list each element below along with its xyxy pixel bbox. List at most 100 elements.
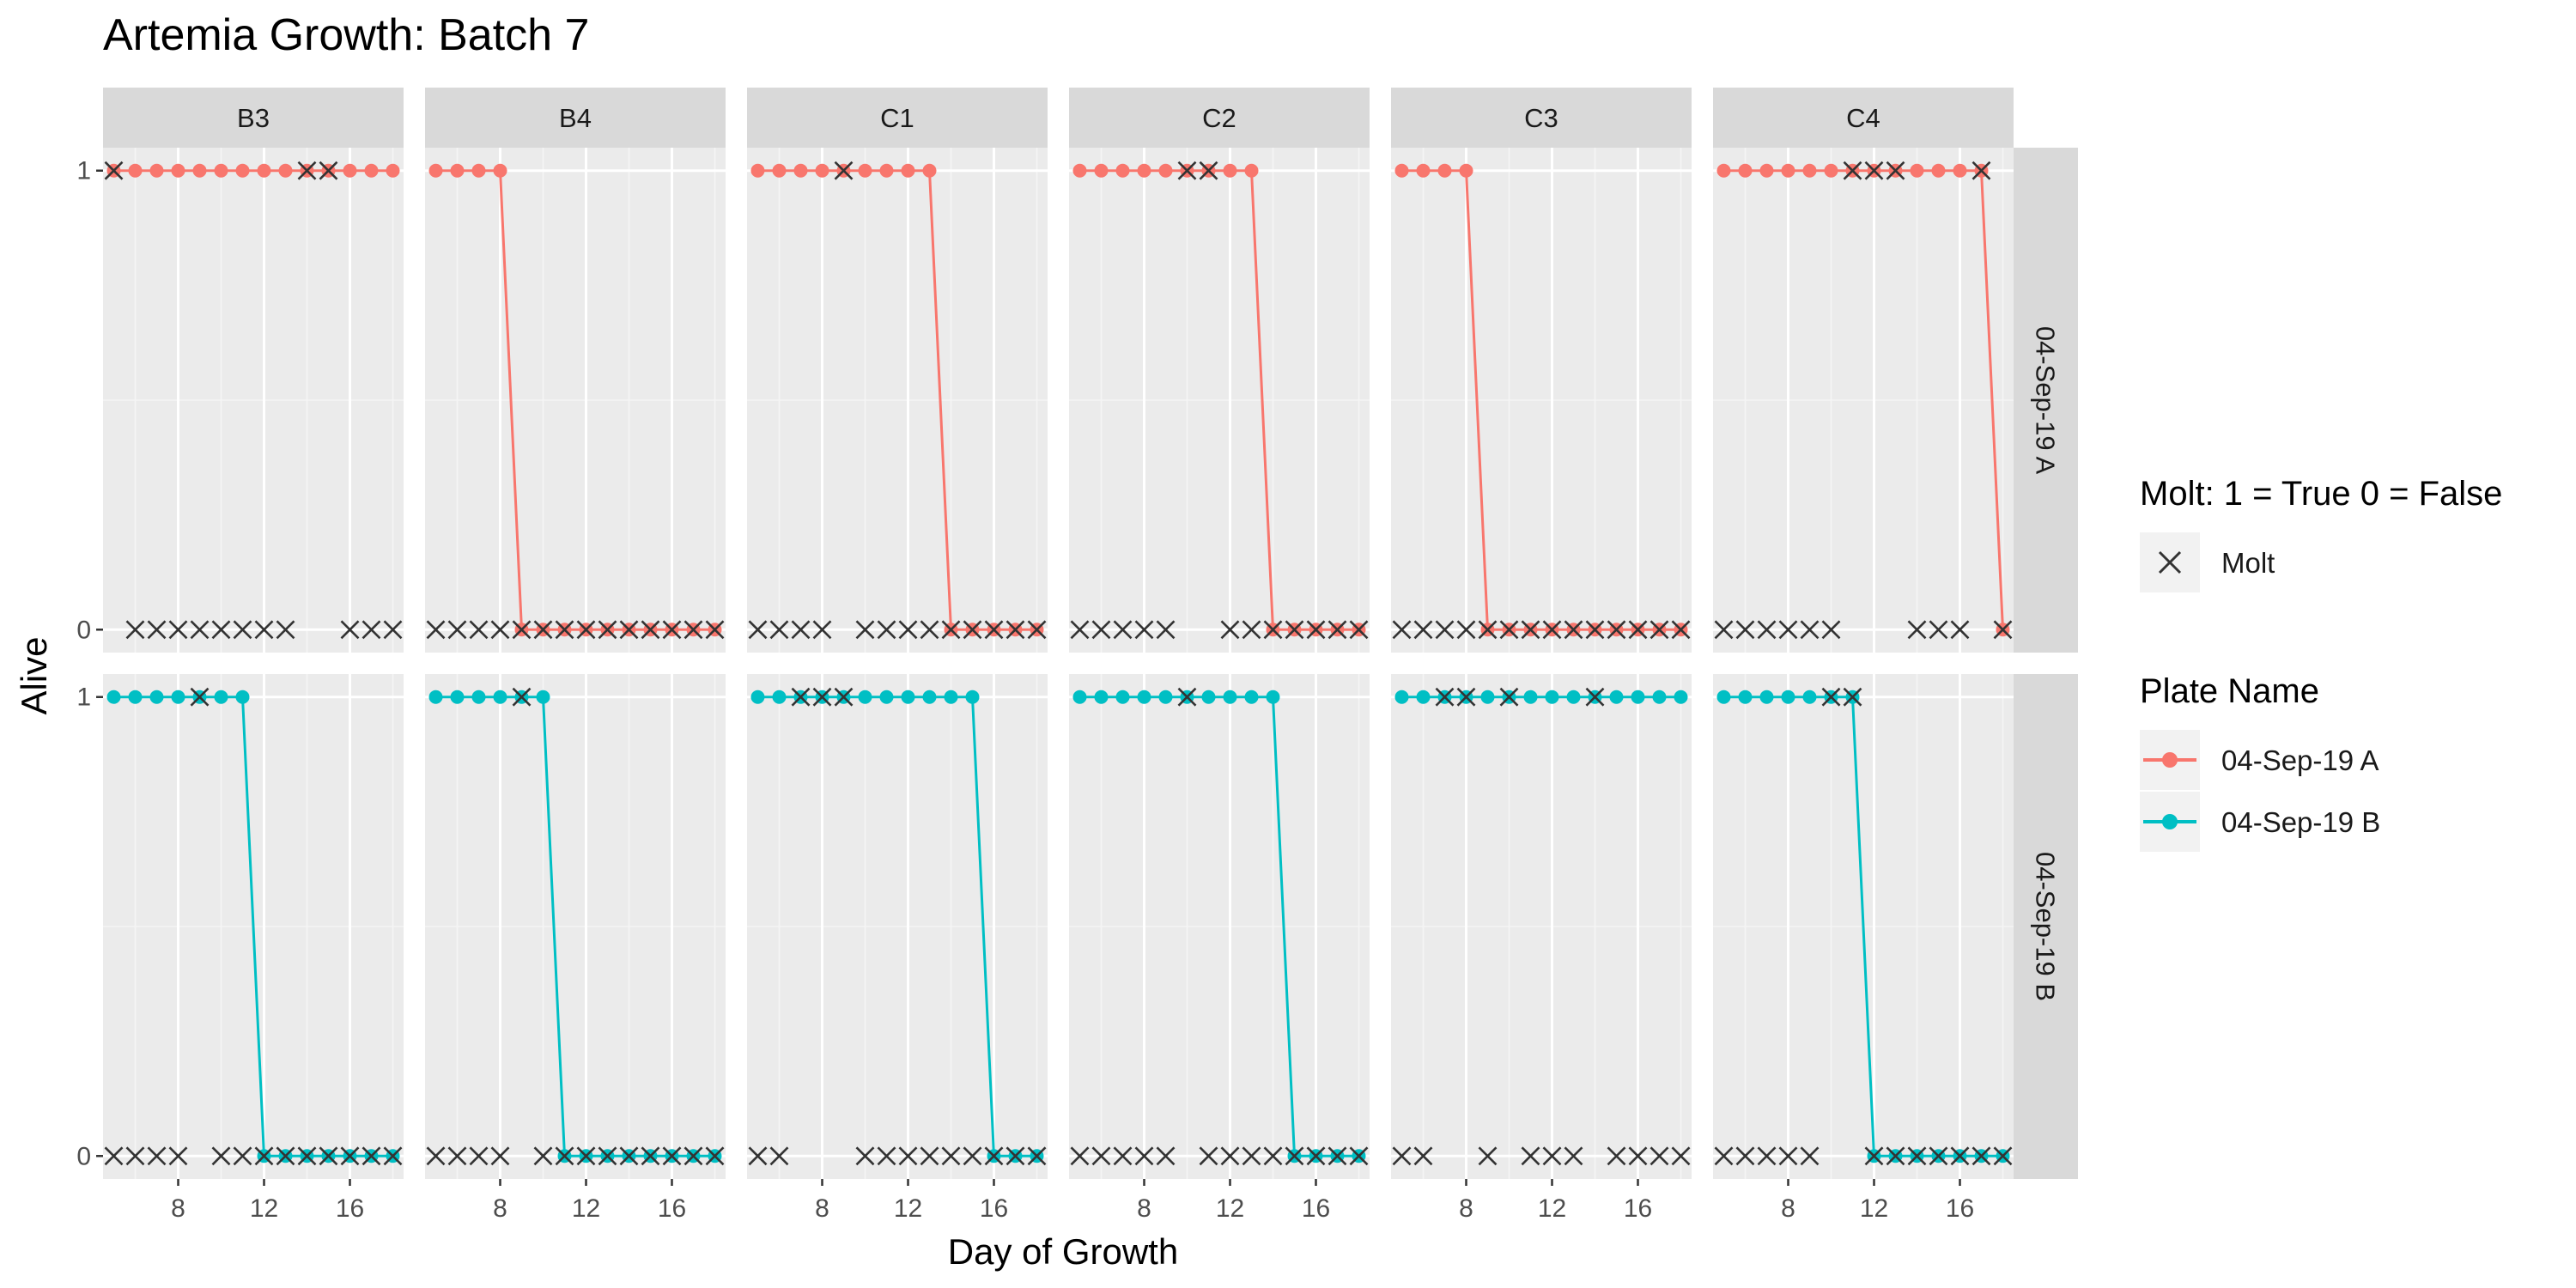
data-point — [750, 163, 765, 178]
molt-marker-stroke — [447, 620, 467, 640]
data-point — [1545, 690, 1559, 704]
molt-marker — [1714, 1146, 1734, 1166]
molt-marker-stroke — [877, 620, 896, 640]
molt-marker — [1843, 161, 1862, 180]
molt-marker-stroke — [555, 620, 574, 640]
strip-b4 — [425, 88, 726, 148]
molt-marker — [1499, 620, 1519, 640]
molt-marker — [619, 1146, 639, 1166]
molt-marker-stroke — [1821, 620, 1841, 640]
panel-c2-04-sep-19-a — [1069, 148, 1370, 653]
molt-marker — [1435, 687, 1455, 707]
molt-marker — [683, 620, 703, 640]
data-point — [1201, 690, 1216, 704]
data-point — [1781, 163, 1795, 178]
molt-marker-stroke — [598, 1146, 617, 1166]
molt-marker — [641, 1146, 660, 1166]
molt-marker-stroke — [1327, 620, 1347, 640]
data-point — [1244, 163, 1259, 178]
molt-marker — [297, 1146, 317, 1166]
molt-marker-stroke — [1843, 161, 1862, 180]
molt-marker — [297, 161, 317, 180]
molt-marker-stroke — [1349, 1146, 1369, 1166]
molt-marker — [1542, 620, 1562, 640]
molt-marker — [1005, 1146, 1025, 1166]
molt-marker-stroke — [1242, 1146, 1261, 1166]
molt-marker-stroke — [662, 620, 682, 640]
molt-marker — [147, 620, 167, 640]
molt-marker — [877, 620, 896, 640]
molt-marker — [276, 620, 295, 640]
molt-marker-stroke — [1542, 620, 1562, 640]
molt-marker-stroke — [1929, 620, 1948, 640]
molt-marker-stroke — [1199, 1146, 1218, 1166]
molt-marker — [1027, 1146, 1047, 1166]
molt-marker-stroke — [683, 1146, 703, 1166]
row-strip-label-04-sep-19-b: 04-Sep-19 B — [2031, 852, 2061, 1001]
molt-marker — [1864, 1146, 1884, 1166]
x-tick-label: 8 — [1137, 1194, 1151, 1223]
molt-marker-stroke — [1070, 1146, 1090, 1166]
molt-marker-stroke — [469, 620, 489, 640]
molt-marker-stroke — [1735, 1146, 1755, 1166]
molt-marker-stroke — [1564, 1146, 1583, 1166]
molt-marker — [598, 620, 617, 640]
molt-marker-stroke — [1134, 620, 1154, 640]
x-tick-label: 12 — [894, 1194, 922, 1223]
molt-marker-stroke — [963, 620, 982, 640]
molt-marker — [1671, 620, 1691, 640]
molt-marker-stroke — [1950, 1146, 1970, 1166]
molt-marker-stroke — [1735, 620, 1755, 640]
molt-marker — [1542, 1146, 1562, 1166]
x-tick-label: 16 — [336, 1194, 364, 1223]
molt-marker — [769, 1146, 789, 1166]
x-tick-label: 16 — [658, 1194, 686, 1223]
molt-marker-stroke — [1886, 161, 1905, 180]
data-point — [192, 163, 207, 178]
data-point — [1223, 690, 1237, 704]
molt-marker — [533, 1146, 553, 1166]
molt-marker — [1478, 1146, 1498, 1166]
molt-marker — [662, 620, 682, 640]
molt-marker-stroke — [1585, 620, 1605, 640]
molt-marker — [1628, 620, 1648, 640]
molt-marker — [1585, 687, 1605, 707]
molt-marker — [1091, 620, 1111, 640]
molt-marker — [791, 620, 811, 640]
data-point — [1223, 163, 1237, 178]
molt-marker-stroke — [125, 1146, 145, 1166]
molt-marker-stroke — [533, 1146, 553, 1166]
molt-marker-stroke — [1542, 1146, 1562, 1166]
data-point — [1416, 163, 1431, 178]
molt-marker-stroke — [834, 687, 854, 707]
molt-marker — [1757, 1146, 1777, 1166]
molt-marker — [1971, 161, 1991, 180]
data-point — [171, 690, 185, 704]
molt-marker — [1435, 620, 1455, 640]
data-point — [386, 163, 400, 178]
molt-marker-stroke — [1778, 1146, 1798, 1166]
molt-marker — [1649, 1146, 1669, 1166]
molt-marker-stroke — [662, 1146, 682, 1166]
molt-marker-stroke — [941, 620, 961, 640]
data-point — [1158, 690, 1173, 704]
molt-marker-stroke — [319, 1146, 338, 1166]
data-point — [1631, 690, 1645, 704]
molt-marker-stroke — [1306, 1146, 1326, 1166]
strip-label-c3: C3 — [1524, 103, 1558, 133]
molt-marker-stroke — [1070, 620, 1090, 640]
molt-marker-stroke — [254, 1146, 274, 1166]
molt-marker — [104, 1146, 124, 1166]
molt-marker — [447, 1146, 467, 1166]
data-point — [106, 690, 121, 704]
molt-marker-stroke — [211, 620, 231, 640]
molt-marker-stroke — [1478, 1146, 1498, 1166]
data-point — [1953, 163, 1967, 178]
chart-title: Artemia Growth: Batch 7 — [103, 10, 589, 60]
data-point — [922, 163, 937, 178]
molt-marker — [1843, 687, 1862, 707]
molt-marker-stroke — [533, 620, 553, 640]
molt-marker-stroke — [641, 1146, 660, 1166]
molt-marker — [941, 1146, 961, 1166]
y-tick-label: 1 — [76, 683, 91, 712]
